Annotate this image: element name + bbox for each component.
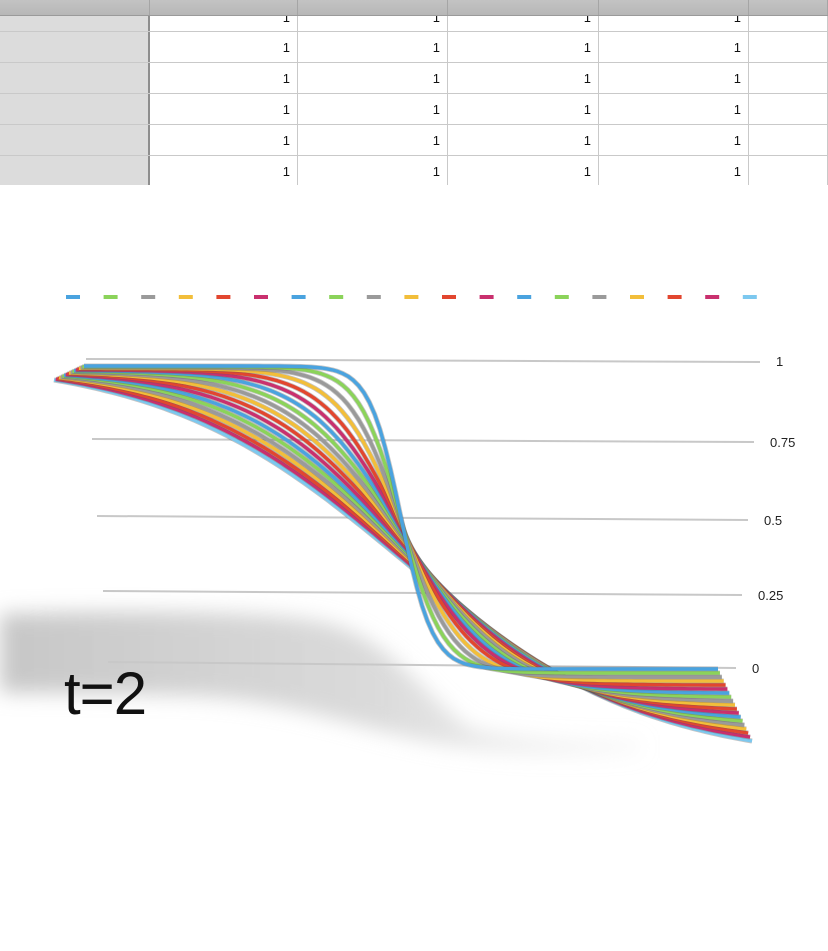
series-curve: [84, 364, 718, 671]
table-cell[interactable]: 1: [599, 32, 749, 62]
y-tick-label: 0.25: [758, 588, 783, 603]
table-cell[interactable]: 1: [298, 125, 448, 155]
table-row: 1 1 1 1: [0, 16, 828, 32]
gridline: [107, 661, 737, 669]
series-curves: [53, 363, 753, 744]
column-header[interactable]: [298, 0, 448, 15]
column-header[interactable]: [599, 0, 749, 15]
table-cell[interactable]: 1: [599, 16, 749, 31]
table-cell[interactable]: 1: [448, 94, 599, 124]
table-cell[interactable]: 1: [150, 32, 298, 62]
y-tick-label: 0: [752, 661, 759, 676]
table-cell[interactable]: 1: [150, 94, 298, 124]
table-cell[interactable]: 1: [298, 156, 448, 185]
table-cell[interactable]: 1: [298, 63, 448, 93]
table-cell[interactable]: 1: [599, 156, 749, 185]
table-cell[interactable]: 1: [448, 63, 599, 93]
table-cell[interactable]: 1: [150, 125, 298, 155]
column-header[interactable]: [150, 0, 298, 15]
shadow-shape: [0, 611, 640, 755]
column-header-row: [0, 0, 828, 16]
gridline: [91, 438, 755, 443]
table-cell[interactable]: 1: [448, 125, 599, 155]
gridline: [96, 515, 749, 521]
row-label-cell[interactable]: [0, 94, 150, 124]
row-header-column-header[interactable]: [0, 0, 150, 15]
table-cell[interactable]: 1: [298, 16, 448, 31]
row-label-cell[interactable]: [0, 16, 150, 31]
table-cell[interactable]: 1: [599, 125, 749, 155]
table-cell[interactable]: 1: [448, 16, 599, 31]
table-cell[interactable]: 1: [448, 156, 599, 185]
chart-shadow: [0, 611, 640, 755]
table-cell[interactable]: 1: [298, 32, 448, 62]
row-label-cell[interactable]: [0, 63, 150, 93]
row-label-cell[interactable]: [0, 125, 150, 155]
row-label-cell[interactable]: [0, 32, 150, 62]
y-tick-label: 0.75: [770, 435, 795, 450]
row-label-cell[interactable]: [0, 156, 150, 185]
table-cell[interactable]: 1: [599, 94, 749, 124]
gridline: [85, 358, 761, 363]
table-cell[interactable]: 1: [150, 156, 298, 185]
table-cell[interactable]: 1: [150, 16, 298, 31]
table-cell[interactable]: 1: [150, 63, 298, 93]
table-cell[interactable]: 1: [448, 32, 599, 62]
column-header[interactable]: [448, 0, 599, 15]
table-cell[interactable]: 1: [298, 94, 448, 124]
table-cell[interactable]: 1: [599, 63, 749, 93]
y-axis-tick-labels: 0 0.25 0.5 0.75 1: [752, 354, 795, 676]
time-label: t=2: [64, 660, 147, 727]
y-tick-label: 1: [776, 354, 783, 369]
y-tick-label: 0.5: [764, 513, 782, 528]
